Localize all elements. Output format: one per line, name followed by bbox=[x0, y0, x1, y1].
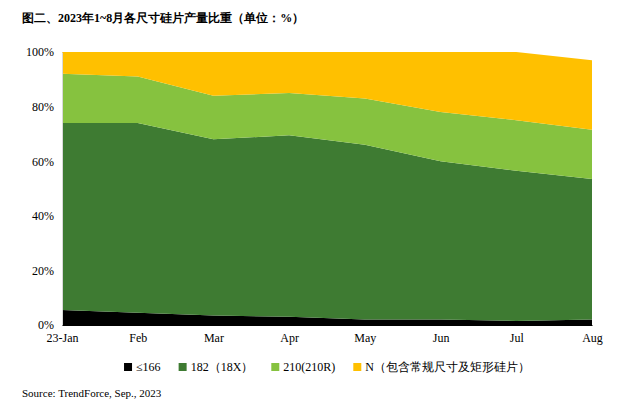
tick: 40% bbox=[32, 209, 62, 223]
tick: 80% bbox=[32, 100, 62, 114]
tick-label: 20% bbox=[32, 264, 54, 278]
legend-item: 210(210R) bbox=[271, 360, 335, 374]
tick-label: Feb bbox=[129, 331, 147, 345]
tick-label: 80% bbox=[32, 100, 54, 114]
tick: Jul bbox=[510, 325, 525, 345]
tick: 20% bbox=[32, 264, 62, 278]
tick: Jun bbox=[433, 325, 450, 345]
tick: Feb bbox=[129, 325, 147, 345]
legend-item: N（包含常规尺寸及矩形硅片） bbox=[353, 360, 530, 374]
legend-label: ≤166 bbox=[136, 360, 161, 374]
tick-label: 60% bbox=[32, 155, 54, 169]
y-axis: 0%20%40%60%80%100% bbox=[26, 45, 63, 332]
legend-label: N（包含常规尺寸及矩形硅片） bbox=[365, 360, 530, 374]
tick-label: 100% bbox=[26, 45, 54, 59]
legend-swatch bbox=[271, 363, 279, 371]
tick-label: Jul bbox=[510, 331, 525, 345]
legend-item: ≤166 bbox=[124, 360, 161, 374]
tick-label: May bbox=[354, 331, 376, 345]
source: Source: TrendForce, Sep., 2023 bbox=[22, 387, 162, 399]
title: 图二、2023年1~8月各尺寸硅片产量比重（单位：%） bbox=[22, 11, 304, 25]
plot-area bbox=[62, 52, 592, 325]
tick-label: Mar bbox=[204, 331, 224, 345]
tick: Aug bbox=[582, 325, 603, 345]
legend-swatch bbox=[179, 363, 187, 371]
tick: 23-Jan bbox=[47, 325, 79, 345]
legend-swatch bbox=[353, 363, 361, 371]
x-axis: 23-Jan Feb Mar Apr May Jun Jul Aug bbox=[47, 325, 603, 345]
axis-line bbox=[62, 53, 63, 326]
tick: May bbox=[354, 325, 376, 345]
area bbox=[62, 52, 592, 130]
tick-label: Apr bbox=[280, 331, 299, 345]
chart: 图二、2023年1~8月各尺寸硅片产量比重（单位：%）0%20%40%60%80… bbox=[0, 0, 631, 419]
tick: Mar bbox=[204, 325, 224, 345]
legend-item: 182（18X） bbox=[179, 360, 254, 374]
tick-label: Jun bbox=[433, 331, 450, 345]
legend-swatch bbox=[124, 363, 132, 371]
tick-label: Aug bbox=[582, 331, 603, 345]
legend: ≤166 182（18X） 210(210R) N（包含常规尺寸及矩形硅片） bbox=[124, 360, 530, 374]
axis-line bbox=[63, 325, 593, 326]
tick-label: 23-Jan bbox=[47, 331, 79, 345]
tick: 60% bbox=[32, 155, 62, 169]
legend-label: 182（18X） bbox=[191, 360, 254, 374]
tick: 100% bbox=[26, 45, 62, 59]
legend-label: 210(210R) bbox=[283, 360, 335, 374]
tick: Apr bbox=[280, 325, 299, 345]
tick-label: 40% bbox=[32, 209, 54, 223]
